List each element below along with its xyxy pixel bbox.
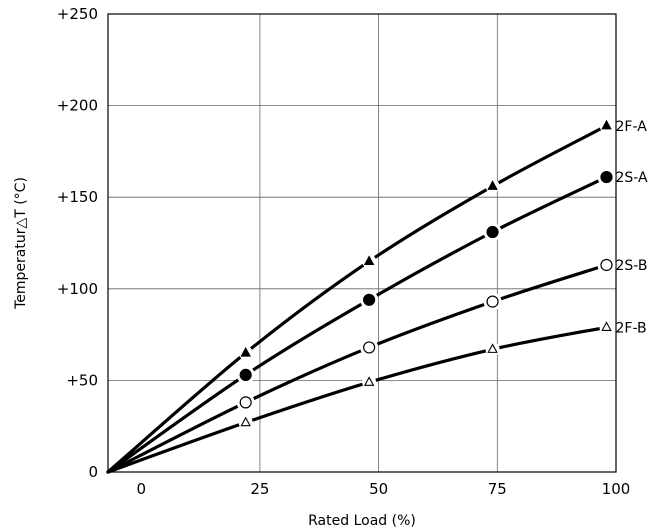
data-point <box>486 295 499 308</box>
x-tick-label: 25 <box>250 480 269 498</box>
series-label-2s-b: 2S-B <box>616 258 648 274</box>
data-point <box>487 180 498 190</box>
y-tick-label: +250 <box>57 5 98 23</box>
data-point <box>240 416 251 427</box>
series-line-2s-b <box>106 263 609 474</box>
x-axis-label: Rated Load (%) <box>308 513 416 529</box>
series-2s-b: 2S-B <box>106 255 648 474</box>
data-point <box>239 368 252 382</box>
data-point <box>239 396 252 409</box>
y-tick-label: +150 <box>57 188 98 206</box>
x-tick-label: 100 <box>602 480 631 498</box>
data-point <box>601 119 612 130</box>
data-point <box>363 293 376 306</box>
series-label-2f-b: 2F-B <box>616 320 647 336</box>
data-point <box>600 170 613 184</box>
plot-frame <box>107 13 617 473</box>
data-point <box>487 343 498 353</box>
series-label-2f-a: 2F-A <box>616 119 648 135</box>
series-line-2f-b <box>106 325 609 474</box>
series-2f-b: 2F-B <box>106 320 647 474</box>
y-tick-label: +50 <box>66 371 98 389</box>
y-axis-label: Temperatur△T (°C) <box>13 177 29 310</box>
tick-labels: 0 25 50 75 100 0 +50 +100 +150 +200 +250 <box>57 5 631 498</box>
data-point <box>486 225 499 239</box>
data-point <box>600 258 613 272</box>
x-tick-label: 0 <box>136 480 146 498</box>
data-point <box>363 376 375 386</box>
x-tick-label: 50 <box>369 480 388 498</box>
data-point <box>240 346 251 357</box>
series-layer: 2F-A 2S-A 2S-B 2F-B <box>106 118 649 474</box>
x-tick-label: 75 <box>488 480 507 498</box>
series-2f-a: 2F-A <box>106 118 648 474</box>
series-2s-a: 2S-A <box>106 168 649 474</box>
y-tick-label: +200 <box>57 97 98 115</box>
data-point <box>601 321 612 331</box>
data-point <box>363 255 375 265</box>
series-label-2s-a: 2S-A <box>616 170 649 186</box>
y-tick-label: +100 <box>57 280 98 298</box>
series-line-2s-a <box>106 175 609 474</box>
y-tick-label: 0 <box>88 463 98 481</box>
data-point <box>363 341 376 354</box>
